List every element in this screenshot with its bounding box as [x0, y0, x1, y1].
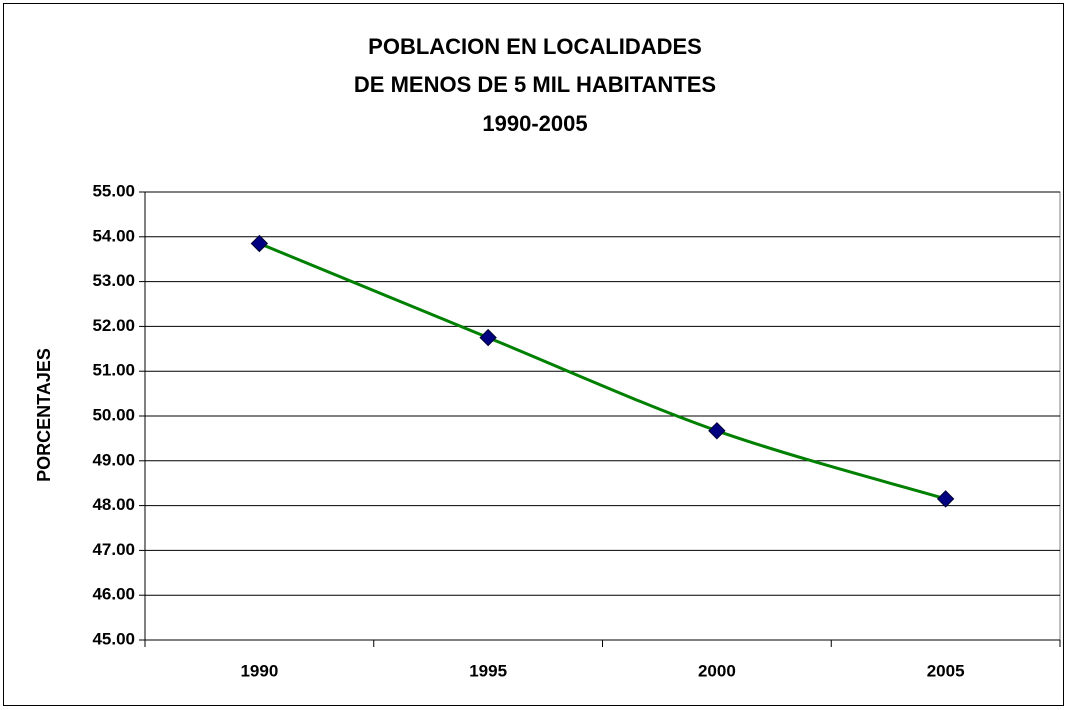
y-tick-label: 54.00 — [92, 226, 135, 245]
line — [258, 242, 947, 501]
marker — [479, 328, 497, 347]
chart-title: POBLACION EN LOCALIDADES — [368, 34, 702, 59]
y-axis-label: PORCENTAJES — [34, 348, 54, 482]
y-tick-label: 50.00 — [92, 405, 135, 424]
marker — [250, 234, 269, 253]
y-tick-label: 52.00 — [92, 316, 135, 335]
y-tick-label: 48.00 — [92, 495, 135, 514]
x-tick-label: 1990 — [240, 661, 278, 680]
marker — [708, 422, 726, 440]
y-tick-label: 49.00 — [92, 450, 135, 469]
marker — [936, 490, 955, 508]
x-tick-label: 2000 — [698, 661, 736, 680]
y-tick-label: 55.00 — [92, 181, 135, 200]
y-tick-label: 47.00 — [92, 540, 135, 559]
x-tick-label: 1995 — [469, 661, 507, 680]
chart-title: 1990-2005 — [482, 111, 587, 136]
chart-title: DE MENOS DE 5 MIL HABITANTES — [354, 72, 716, 97]
y-tick-label: 53.00 — [92, 271, 135, 290]
y-tick-label: 46.00 — [92, 585, 135, 604]
y-tick-label: 51.00 — [92, 361, 135, 380]
x-tick-label: 2005 — [927, 661, 965, 680]
y-tick-label: 45.00 — [92, 629, 135, 648]
